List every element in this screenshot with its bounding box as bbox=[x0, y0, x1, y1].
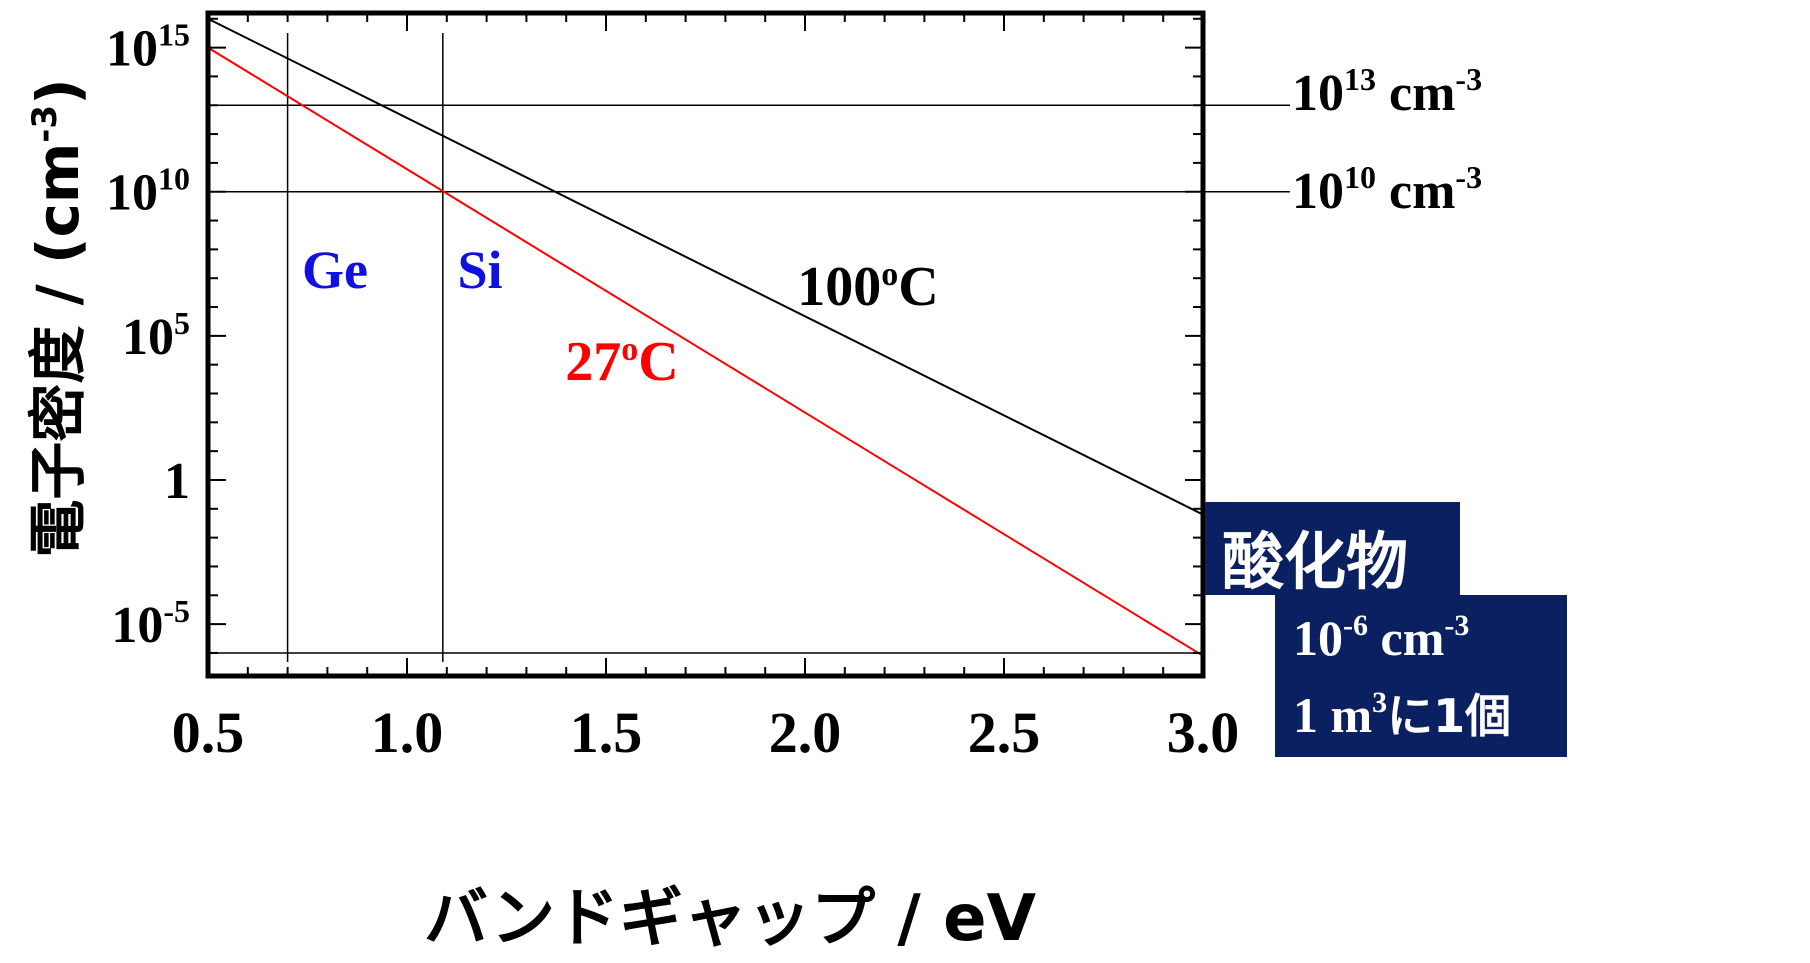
annotation-density: 10-6 cm-3 bbox=[1293, 609, 1469, 666]
reference-label-y: 1013 cm-3 bbox=[1292, 61, 1482, 122]
annotation-title: 酸化物 bbox=[1222, 525, 1408, 598]
reference-label-y: 1010 cm-3 bbox=[1292, 159, 1482, 220]
x-tick-label: 1.0 bbox=[371, 700, 444, 765]
axis-ticks bbox=[207, 13, 1204, 676]
y-tick-label: 1 bbox=[164, 453, 190, 510]
plot-frame bbox=[205, 10, 1206, 679]
x-tick-label: 1.5 bbox=[570, 700, 643, 765]
series-line-27c bbox=[207, 46, 1204, 657]
y-axis-label: 電子密度 / (cm-3) bbox=[24, 78, 92, 557]
y-tick-label: 10-5 bbox=[111, 593, 190, 654]
series-line-100c bbox=[207, 17, 1204, 516]
annotation-per-volume: 1 m3に1個 bbox=[1293, 686, 1511, 743]
series-lines bbox=[207, 17, 1204, 657]
annotation-box-background bbox=[1205, 502, 1567, 757]
y-tick-label: 105 bbox=[122, 305, 190, 366]
x-tick-label: 2.5 bbox=[968, 700, 1041, 765]
series-label-100c: 100oC bbox=[797, 256, 938, 318]
x-tick-label: 3.0 bbox=[1167, 700, 1240, 765]
y-tick-label: 1015 bbox=[106, 17, 190, 78]
series-label-27c: 27oC bbox=[565, 331, 678, 393]
oxide-annotation: 酸化物 10-6 cm-3 1 m3に1個 bbox=[1205, 502, 1567, 757]
x-axis-label: バンドギャップ / eV bbox=[424, 882, 1037, 956]
x-tick-label: 2.0 bbox=[769, 700, 842, 765]
y-tick-label: 1010 bbox=[106, 161, 190, 222]
reference-label-ge: Ge bbox=[302, 240, 368, 300]
chart-labels: 0.5 1.0 1.5 2.0 2.5 3.0 1015 1010 105 1 10-5 バンドギャッ… bbox=[24, 17, 1482, 956]
reference-lines bbox=[208, 33, 1290, 662]
reference-label-si: Si bbox=[457, 240, 502, 300]
x-tick-label: 0.5 bbox=[172, 700, 245, 765]
